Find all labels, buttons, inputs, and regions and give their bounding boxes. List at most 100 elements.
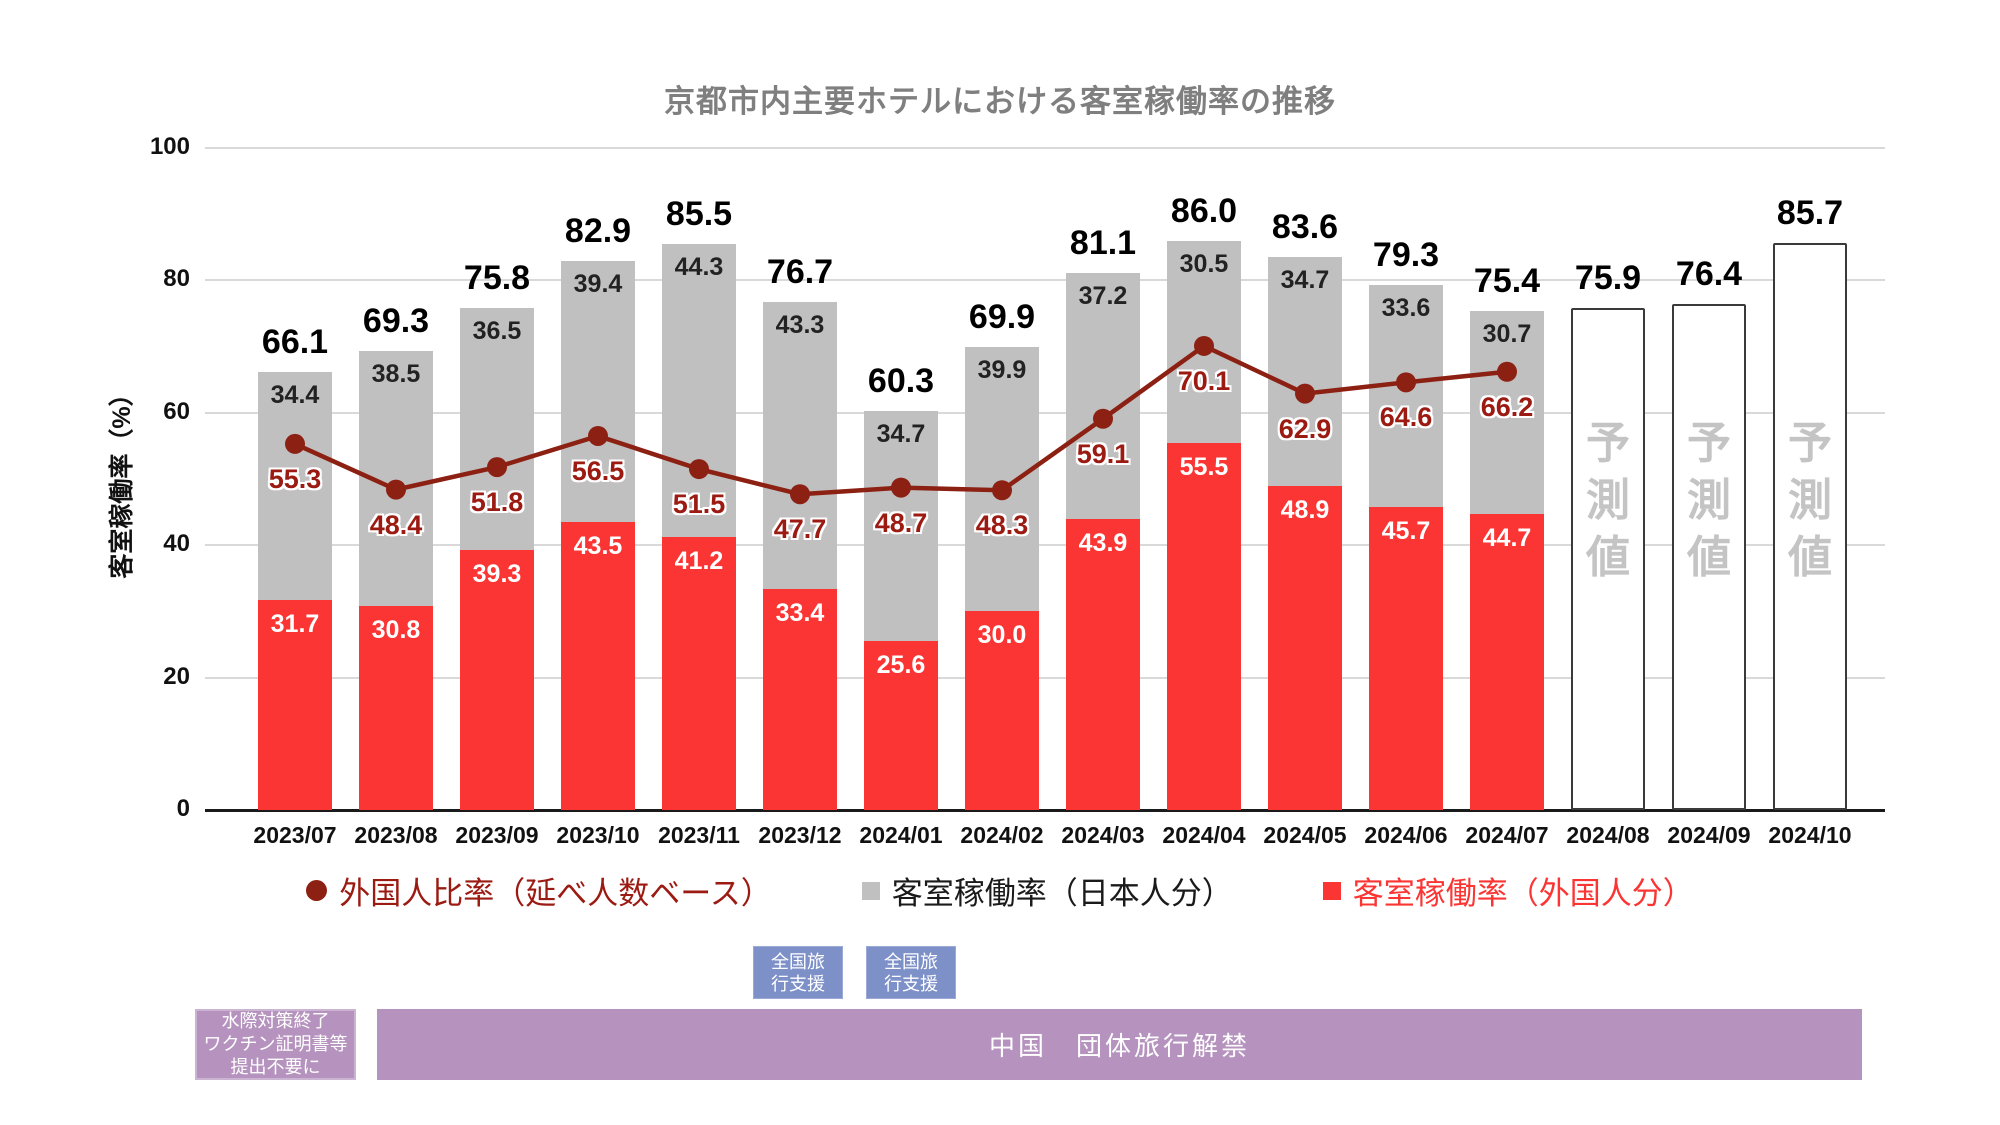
segment-label-foreign: 48.9: [1280, 496, 1330, 525]
x-tick-label: 2024/09: [1667, 822, 1751, 848]
x-tick-label: 2024/04: [1162, 822, 1246, 848]
total-label: 81.1: [1069, 224, 1137, 263]
segment-label-japanese: 34.4: [270, 381, 320, 410]
segment-label-japanese: 36.5: [472, 317, 522, 346]
x-tick-label: 2023/09: [455, 822, 539, 848]
bar-segment-foreign: [460, 549, 534, 810]
forecast-bar: [1571, 307, 1645, 810]
segment-label-foreign: 25.6: [876, 650, 926, 679]
bar-segment-foreign: [1167, 442, 1241, 810]
segment-label-foreign: 39.3: [472, 559, 522, 588]
total-label: 76.4: [1675, 255, 1743, 294]
forecast-value-text: 予 測 値: [1788, 419, 1832, 582]
total-label: 85.7: [1776, 193, 1844, 232]
x-tick-label: 2024/05: [1263, 822, 1347, 848]
y-tick-label: 80: [163, 265, 190, 293]
legend: 外国人比率（延べ人数ベース） 客室稼働率（日本人分） 客室稼働率（外国人分）: [0, 868, 2000, 913]
segment-label-foreign: 43.9: [1078, 529, 1128, 558]
x-tick-label: 2023/11: [658, 822, 740, 848]
total-label: 75.8: [463, 259, 531, 298]
gridline: [205, 279, 1885, 282]
border-measures-end-box: 水際対策終了 ワクチン証明書等 提出不要に: [195, 1009, 356, 1080]
total-label: 85.5: [665, 194, 733, 233]
line-value-label: 48.3: [975, 510, 1029, 541]
y-tick-label: 20: [163, 662, 190, 690]
bar-segment-japanese: [965, 347, 1039, 612]
legend-square-icon: [1322, 881, 1341, 900]
segment-label-foreign: 55.5: [1179, 452, 1229, 481]
bar-segment-foreign: [1268, 486, 1342, 810]
total-label: 79.3: [1372, 236, 1440, 275]
segment-label-japanese: 37.2: [1078, 282, 1128, 311]
line-value-label: 48.4: [369, 509, 423, 540]
travel-support-box-1: 全国旅 行支援: [753, 946, 843, 999]
gridline: [205, 147, 1885, 149]
total-label: 66.1: [261, 323, 329, 362]
gridline: [205, 544, 1885, 547]
x-tick-label: 2024/03: [1061, 822, 1145, 848]
chart-title: 京都市内主要ホテルにおける客室稼働率の推移: [664, 84, 1336, 119]
line-value-label: 59.1: [1076, 438, 1130, 469]
legend-dot-icon: [306, 880, 328, 901]
legend-item-foreign-occupancy: 客室稼働率（外国人分）: [1322, 868, 1694, 913]
total-label: 86.0: [1170, 191, 1238, 230]
segment-label-foreign: 31.7: [270, 610, 320, 639]
y-tick-label: 60: [163, 397, 190, 425]
x-tick-label: 2023/08: [354, 822, 438, 848]
total-label: 75.9: [1574, 258, 1642, 297]
x-axis-line: [205, 809, 1885, 812]
bar-segment-foreign: [965, 611, 1039, 810]
bar-segment-japanese: [359, 351, 433, 607]
line-value-label: 62.9: [1278, 413, 1332, 444]
legend-label-japanese-occupancy: 客室稼働率（日本人分）: [891, 876, 1233, 911]
bar-segment-foreign: [864, 640, 938, 810]
legend-square-icon: [861, 881, 880, 900]
bar-segment-japanese: [763, 302, 837, 589]
y-tick-label: 100: [149, 133, 190, 160]
segment-label-foreign: 30.0: [977, 621, 1027, 650]
total-label: 76.7: [766, 253, 834, 292]
x-tick-label: 2024/08: [1566, 822, 1650, 848]
line-value-label: 64.6: [1379, 402, 1433, 433]
bar-segment-foreign: [359, 606, 433, 810]
total-label: 83.6: [1271, 207, 1339, 246]
line-value-label: 47.7: [773, 514, 827, 545]
line-value-label: 48.7: [874, 507, 928, 538]
line-value-label: 51.5: [672, 489, 726, 520]
x-tick-label: 2024/10: [1768, 822, 1852, 848]
x-tick-label: 2023/10: [556, 822, 640, 848]
segment-label-japanese: 44.3: [674, 252, 724, 281]
legend-item-foreigner-ratio: 外国人比率（延べ人数ベース）: [306, 868, 772, 913]
segment-label-foreign: 30.8: [371, 616, 421, 645]
china-group-travel-bar: 中国 団体旅行解禁: [377, 1009, 1862, 1080]
segment-label-japanese: 30.7: [1482, 319, 1532, 348]
segment-label-japanese: 43.3: [775, 311, 825, 340]
legend-item-japanese-occupancy: 客室稼働率（日本人分）: [861, 868, 1233, 913]
forecast-bar: [1773, 242, 1847, 810]
forecast-value-text: 予 測 値: [1586, 419, 1630, 582]
legend-label-foreigner-ratio: 外国人比率（延べ人数ベース）: [339, 876, 772, 911]
forecast-value-text: 予 測 値: [1687, 419, 1731, 582]
bar-segment-foreign: [1066, 519, 1140, 810]
x-tick-label: 2023/12: [758, 822, 842, 848]
line-value-label: 70.1: [1177, 365, 1231, 396]
segment-label-foreign: 45.7: [1381, 517, 1431, 546]
total-label: 69.3: [362, 302, 430, 341]
bar-segment-foreign: [1369, 507, 1443, 810]
segment-label-japanese: 38.5: [371, 360, 421, 389]
segment-label-japanese: 39.4: [573, 270, 623, 299]
segment-label-japanese: 34.7: [1280, 265, 1330, 294]
forecast-bar: [1672, 304, 1746, 810]
travel-support-box-2: 全国旅 行支援: [866, 946, 956, 999]
legend-label-foreign-occupancy: 客室稼働率（外国人分）: [1352, 876, 1694, 911]
x-tick-label: 2024/07: [1465, 822, 1549, 848]
segment-label-japanese: 39.9: [977, 356, 1027, 385]
bar-segment-foreign: [763, 588, 837, 810]
line-value-label: 66.2: [1480, 391, 1534, 422]
line-value-label: 56.5: [571, 455, 625, 486]
segment-label-foreign: 43.5: [573, 532, 623, 561]
bar-segment-foreign: [561, 522, 635, 810]
bar-segment-foreign: [1470, 514, 1544, 810]
total-label: 60.3: [867, 361, 935, 400]
